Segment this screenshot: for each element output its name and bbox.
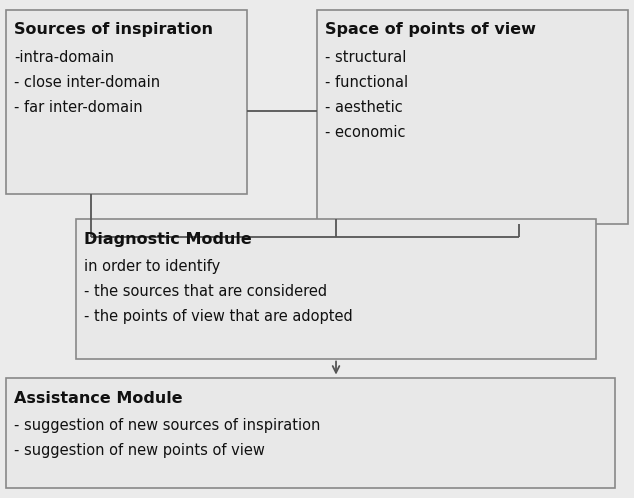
Text: in order to identify: in order to identify — [84, 259, 220, 274]
Text: Assistance Module: Assistance Module — [14, 391, 183, 406]
Bar — [6, 10, 247, 194]
Bar — [76, 219, 596, 359]
Text: - close inter-domain: - close inter-domain — [14, 75, 160, 90]
Text: - suggestion of new points of view: - suggestion of new points of view — [14, 443, 265, 458]
Bar — [6, 378, 615, 488]
Text: - functional: - functional — [325, 75, 408, 90]
Text: - far inter-domain: - far inter-domain — [14, 100, 143, 115]
Text: - aesthetic: - aesthetic — [325, 100, 403, 115]
Text: - economic: - economic — [325, 124, 405, 139]
Text: - suggestion of new sources of inspiration: - suggestion of new sources of inspirati… — [14, 418, 320, 433]
Text: - the sources that are considered: - the sources that are considered — [84, 284, 327, 299]
Text: Space of points of view: Space of points of view — [325, 22, 536, 37]
Text: Diagnostic Module: Diagnostic Module — [84, 232, 252, 247]
Bar — [317, 10, 628, 224]
Text: - structural: - structural — [325, 50, 406, 65]
Text: - the points of view that are adopted: - the points of view that are adopted — [84, 309, 353, 324]
Text: -intra-domain: -intra-domain — [14, 50, 114, 65]
Text: Sources of inspiration: Sources of inspiration — [14, 22, 213, 37]
